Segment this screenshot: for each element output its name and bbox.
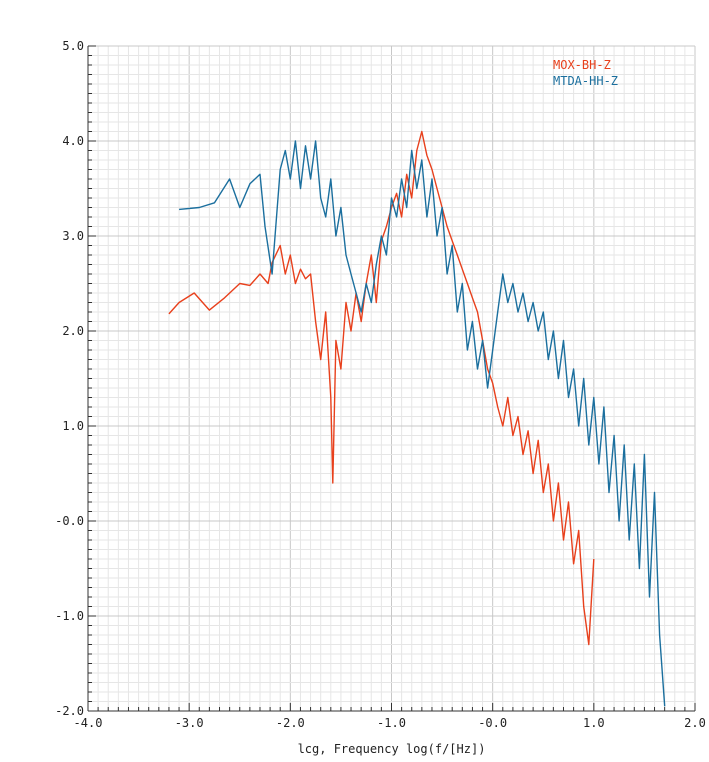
series-layer xyxy=(168,130,666,707)
grid xyxy=(87,45,696,712)
y-tick-label: -2.0 xyxy=(55,704,84,718)
x-tick-label: -1.0 xyxy=(377,716,406,730)
x-tick-label: -4.0 xyxy=(74,716,103,730)
y-tick-label: 2.0 xyxy=(62,324,84,338)
x-tick-label: -2.0 xyxy=(276,716,305,730)
y-tick-label: 1.0 xyxy=(62,419,84,433)
series-line-2 xyxy=(179,140,666,707)
y-tick-label: 5.0 xyxy=(62,39,84,53)
legend: MOX-BH-Z MTDA-HH-Z xyxy=(553,58,618,88)
x-tick-label: 1.0 xyxy=(583,716,605,730)
x-axis-ticks: -4.0 -3.0 -2.0 -1.0 -0.0 1.0 2.0 xyxy=(74,716,706,730)
y-tick-label: 4.0 xyxy=(62,134,84,148)
x-tick-label: -0.0 xyxy=(478,716,507,730)
x-axis-label: lcg, Frequency log(f/[Hz]) xyxy=(298,742,486,756)
legend-entry-2: MTDA-HH-Z xyxy=(553,74,618,88)
y-tick-label: -1.0 xyxy=(55,609,84,623)
y-axis-ticks: -2.0 -1.0 -0.0 1.0 2.0 3.0 4.0 5.0 xyxy=(55,39,84,718)
y-tick-label: -0.0 xyxy=(55,514,84,528)
y-tick-label: 3.0 xyxy=(62,229,84,243)
legend-entry-1: MOX-BH-Z xyxy=(553,58,611,72)
x-tick-label: 2.0 xyxy=(684,716,706,730)
x-tick-label: -3.0 xyxy=(175,716,204,730)
axes xyxy=(87,45,696,712)
